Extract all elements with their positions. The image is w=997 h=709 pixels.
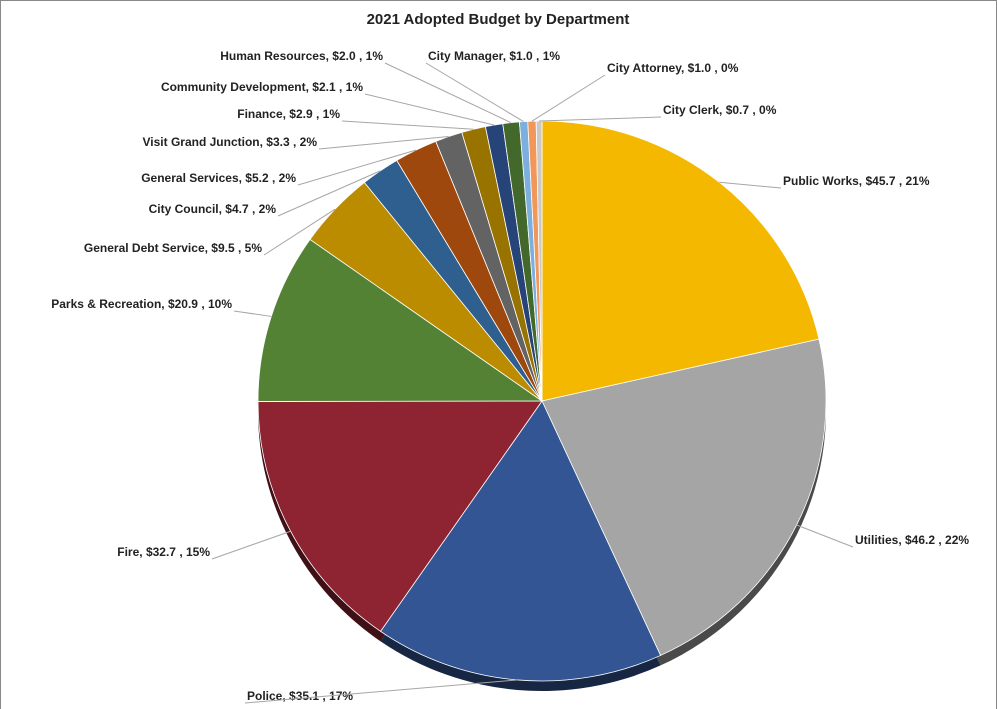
label-value: , $3.3 , 2% xyxy=(260,135,318,149)
leader-line xyxy=(341,120,474,130)
label-category: Human Resources xyxy=(220,49,326,63)
leader-line xyxy=(318,136,449,150)
label-value: , $20.9 , 10% xyxy=(161,297,232,311)
label-value: , $4.7 , 2% xyxy=(219,202,277,216)
data-label: Visit Grand Junction, $3.3 , 2% xyxy=(142,135,317,149)
data-label: City Attorney, $1.0 , 0% xyxy=(607,61,739,75)
label-category: Fire xyxy=(117,545,139,559)
data-label: Community Development, $2.1 , 1% xyxy=(161,80,363,94)
leader-line xyxy=(539,116,662,122)
label-value: , $46.2 , 22% xyxy=(898,533,969,547)
leader-line xyxy=(233,310,272,317)
label-value: , $9.5 , 5% xyxy=(205,241,263,255)
chart-title: 2021 Adopted Budget by Department xyxy=(367,11,630,28)
label-value: , $45.7 , 21% xyxy=(859,174,930,188)
label-category: Community Development xyxy=(161,80,306,94)
label-value: , $32.7 , 15% xyxy=(139,545,210,559)
label-category: General Services xyxy=(141,171,239,185)
data-label: Utilities, $46.2 , 22% xyxy=(855,533,969,547)
leader-line xyxy=(244,679,518,704)
data-label: Parks & Recreation, $20.9 , 10% xyxy=(51,297,232,311)
label-category: City Council xyxy=(149,202,219,216)
label-value: , $2.1 , 1% xyxy=(306,80,364,94)
label-value: , $1.0 , 0% xyxy=(681,61,739,75)
leader-line xyxy=(531,74,606,122)
data-label: City Clerk, $0.7 , 0% xyxy=(663,103,777,117)
label-category: City Manager xyxy=(428,49,504,63)
leader-line xyxy=(277,170,381,217)
label-category: City Attorney xyxy=(607,61,682,75)
label-value: , $35.1 , 17% xyxy=(282,689,353,703)
data-label: Finance, $2.9 , 1% xyxy=(237,107,340,121)
leader-line xyxy=(211,530,291,560)
slice xyxy=(257,238,544,402)
data-label: General Services, $5.2 , 2% xyxy=(141,171,296,185)
leader-line xyxy=(364,93,495,126)
label-value: , $5.2 , 2% xyxy=(239,171,297,185)
label-value: , $2.0 , 1% xyxy=(326,49,384,63)
leader-line xyxy=(425,62,524,123)
leader-line xyxy=(297,149,417,186)
label-category: City Clerk xyxy=(663,103,719,117)
data-label: Police, $35.1 , 17% xyxy=(247,689,353,703)
label-category: Visit Grand Junction xyxy=(142,135,259,149)
data-label: City Manager, $1.0 , 1% xyxy=(428,49,560,63)
leader-line xyxy=(719,181,782,189)
slice xyxy=(379,400,662,682)
label-value: , $2.9 , 1% xyxy=(283,107,341,121)
data-label: Human Resources, $2.0 , 1% xyxy=(220,49,383,63)
leader-line xyxy=(384,62,512,124)
label-category: Public Works xyxy=(783,174,859,188)
data-label: General Debt Service, $9.5 , 5% xyxy=(84,241,262,255)
leader-line xyxy=(796,524,854,548)
label-category: Finance xyxy=(237,107,283,121)
label-category: Police xyxy=(247,689,283,703)
label-category: Utilities xyxy=(855,533,899,547)
label-value: , $0.7 , 0% xyxy=(719,103,777,117)
label-category: Parks & Recreation xyxy=(51,297,161,311)
data-label: City Council, $4.7 , 2% xyxy=(149,202,277,216)
data-label: Fire, $32.7 , 15% xyxy=(117,545,210,559)
leader-line xyxy=(263,208,336,256)
data-label: Public Works, $45.7 , 21% xyxy=(783,174,930,188)
label-value: , $1.0 , 1% xyxy=(503,49,561,63)
label-category: General Debt Service xyxy=(84,241,205,255)
